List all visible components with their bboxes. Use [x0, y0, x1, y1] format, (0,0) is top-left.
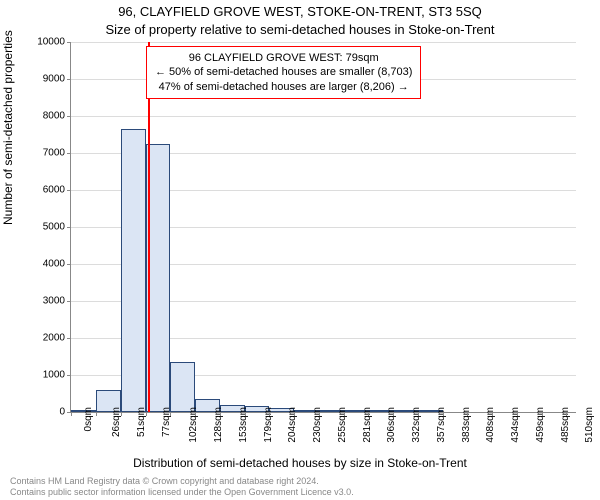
x-tick-label: 408sqm — [485, 407, 496, 443]
x-tick-mark — [170, 412, 171, 416]
chart-title-line2: Size of property relative to semi-detach… — [0, 22, 600, 37]
x-axis-label: Distribution of semi-detached houses by … — [0, 456, 600, 470]
x-tick-mark — [220, 412, 221, 416]
y-tick-label: 5000 — [31, 222, 65, 233]
x-tick-mark — [269, 412, 270, 416]
x-tick-label: 153sqm — [237, 407, 248, 443]
x-tick-label: 383sqm — [461, 407, 472, 443]
y-tick-mark — [67, 227, 71, 228]
footer-line1: Contains HM Land Registry data © Crown c… — [10, 476, 354, 487]
annotation-line: 96 CLAYFIELD GROVE WEST: 79sqm — [155, 51, 412, 65]
y-tick-mark — [67, 375, 71, 376]
x-tick-mark — [195, 412, 196, 416]
x-tick-mark — [319, 412, 320, 416]
x-tick-label: 0sqm — [83, 407, 94, 431]
x-tick-mark — [121, 412, 122, 416]
x-tick-mark — [517, 412, 518, 416]
footer-attribution: Contains HM Land Registry data © Crown c… — [10, 476, 354, 498]
y-tick-mark — [67, 153, 71, 154]
histogram-bar — [170, 362, 195, 412]
x-tick-mark — [146, 412, 147, 416]
y-tick-mark — [67, 116, 71, 117]
chart-title-line1: 96, CLAYFIELD GROVE WEST, STOKE-ON-TRENT… — [0, 4, 600, 19]
y-tick-mark — [67, 301, 71, 302]
x-tick-mark — [71, 412, 72, 416]
x-tick-mark — [96, 412, 97, 416]
y-tick-label: 3000 — [31, 296, 65, 307]
x-tick-mark — [492, 412, 493, 416]
x-tick-mark — [566, 412, 567, 416]
x-tick-label: 255sqm — [336, 407, 347, 443]
y-tick-label: 0 — [31, 407, 65, 418]
y-tick-label: 10000 — [31, 37, 65, 48]
x-tick-label: 230sqm — [312, 407, 323, 443]
y-tick-mark — [67, 190, 71, 191]
x-tick-mark — [245, 412, 246, 416]
x-tick-label: 128sqm — [213, 407, 224, 443]
x-tick-label: 357sqm — [435, 407, 446, 443]
chart-container: 96, CLAYFIELD GROVE WEST, STOKE-ON-TRENT… — [0, 0, 600, 500]
x-tick-label: 510sqm — [584, 407, 595, 443]
y-tick-label: 6000 — [31, 185, 65, 196]
x-tick-label: 459sqm — [535, 407, 546, 443]
plot-area: 0100020003000400050006000700080009000100… — [70, 42, 576, 413]
x-tick-label: 179sqm — [263, 407, 274, 443]
y-tick-mark — [67, 338, 71, 339]
x-tick-label: 434sqm — [510, 407, 521, 443]
x-tick-mark — [294, 412, 295, 416]
footer-line2: Contains public sector information licen… — [10, 487, 354, 498]
x-tick-mark — [418, 412, 419, 416]
y-tick-label: 1000 — [31, 370, 65, 381]
y-tick-label: 2000 — [31, 333, 65, 344]
x-tick-label: 102sqm — [188, 407, 199, 443]
y-tick-label: 9000 — [31, 74, 65, 85]
x-tick-mark — [393, 412, 394, 416]
x-tick-mark — [344, 412, 345, 416]
annotation-line: 47% of semi-detached houses are larger (… — [155, 80, 412, 94]
x-tick-mark — [443, 412, 444, 416]
y-tick-mark — [67, 264, 71, 265]
y-tick-label: 4000 — [31, 259, 65, 270]
x-tick-label: 485sqm — [560, 407, 571, 443]
histogram-bar — [121, 129, 146, 412]
y-tick-label: 8000 — [31, 111, 65, 122]
x-tick-label: 281sqm — [362, 407, 373, 443]
annotation-box: 96 CLAYFIELD GROVE WEST: 79sqm← 50% of s… — [146, 46, 421, 99]
x-tick-label: 204sqm — [287, 407, 298, 443]
y-axis-label: Number of semi-detached properties — [1, 30, 15, 225]
annotation-line: ← 50% of semi-detached houses are smalle… — [155, 65, 412, 79]
x-tick-mark — [467, 412, 468, 416]
x-tick-mark — [368, 412, 369, 416]
x-tick-mark — [542, 412, 543, 416]
x-tick-label: 306sqm — [386, 407, 397, 443]
y-tick-mark — [67, 42, 71, 43]
y-tick-label: 7000 — [31, 148, 65, 159]
y-tick-mark — [67, 79, 71, 80]
